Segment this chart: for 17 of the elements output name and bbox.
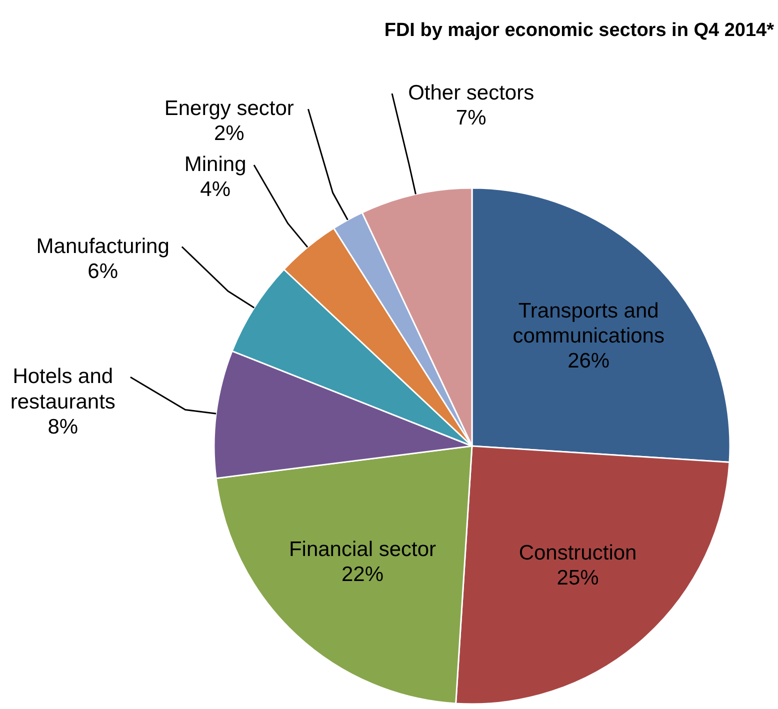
chart-title: FDI by major economic sectors in Q4 2014* bbox=[384, 20, 775, 41]
slice-label: Construction bbox=[518, 540, 637, 564]
data-label: 4% bbox=[200, 178, 231, 201]
slice-label: Manufacturing bbox=[36, 234, 170, 258]
data-label: 8% bbox=[48, 415, 78, 438]
data-label: 26% bbox=[568, 349, 610, 372]
slice-label: Hotels and restaurants bbox=[10, 364, 116, 413]
data-label: 22% bbox=[341, 562, 384, 586]
data-label: 6% bbox=[88, 260, 118, 283]
slice-label: Energy sector bbox=[164, 96, 294, 120]
data-label: 2% bbox=[214, 122, 244, 145]
slice-label: Other sectors bbox=[408, 81, 534, 104]
data-label: 7% bbox=[456, 106, 486, 130]
slice-label: Financial sector bbox=[288, 538, 436, 561]
data-label: 25% bbox=[556, 566, 599, 590]
slice-label: Transports and communications bbox=[512, 298, 664, 348]
slice-label: Mining bbox=[184, 152, 246, 176]
